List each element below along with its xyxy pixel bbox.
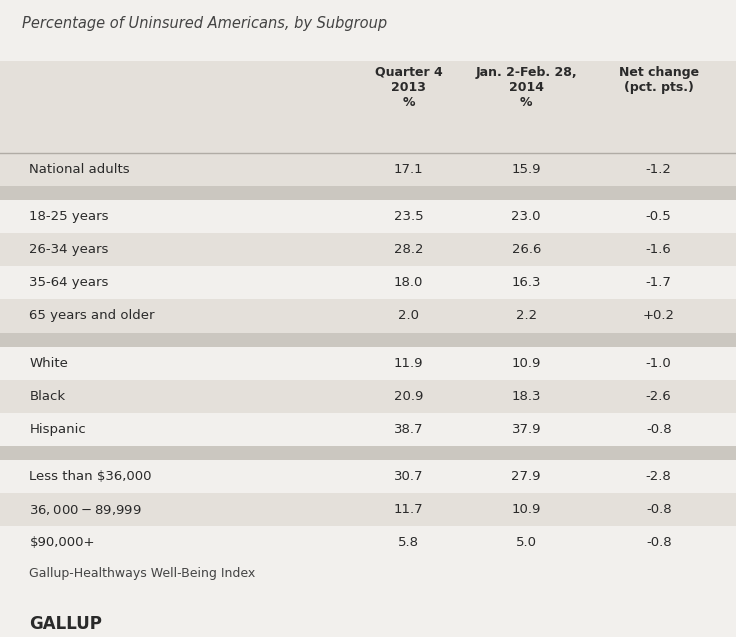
Bar [0,333,736,347]
Text: Black: Black [29,390,66,403]
Bar [0,446,736,460]
Bar [0,186,736,200]
Text: 2.0: 2.0 [398,310,419,322]
Text: 23.0: 23.0 [512,210,541,223]
Bar [0,61,736,153]
Text: $90,000+: $90,000+ [29,536,95,549]
Text: 16.3: 16.3 [512,276,541,289]
Text: 18.3: 18.3 [512,390,541,403]
Text: 11.9: 11.9 [394,357,423,369]
Bar [0,460,736,493]
Text: GALLUP: GALLUP [29,615,102,633]
Text: 2.2: 2.2 [516,310,537,322]
Bar [0,266,736,299]
Text: 17.1: 17.1 [394,163,423,176]
Text: -0.5: -0.5 [646,210,671,223]
Text: -2.6: -2.6 [646,390,671,403]
Text: 37.9: 37.9 [512,423,541,436]
Text: -1.7: -1.7 [645,276,672,289]
Bar [0,413,736,446]
Text: 27.9: 27.9 [512,470,541,483]
Text: +0.2: +0.2 [643,310,675,322]
Text: 10.9: 10.9 [512,357,541,369]
Text: Quarter 4
2013
%: Quarter 4 2013 % [375,66,442,109]
Text: -0.8: -0.8 [646,423,671,436]
Text: 30.7: 30.7 [394,470,423,483]
Bar [0,200,736,233]
Text: 65 years and older: 65 years and older [29,310,155,322]
Text: $36,000-$89,999: $36,000-$89,999 [29,503,142,517]
Text: Percentage of Uninsured Americans, by Subgroup: Percentage of Uninsured Americans, by Su… [22,16,387,31]
Text: Less than $36,000: Less than $36,000 [29,470,152,483]
Text: -0.8: -0.8 [646,536,671,549]
Text: -0.8: -0.8 [646,503,671,516]
Text: 5.0: 5.0 [516,536,537,549]
Text: 11.7: 11.7 [394,503,423,516]
Text: -1.0: -1.0 [646,357,671,369]
Text: 5.8: 5.8 [398,536,419,549]
Text: -1.2: -1.2 [645,163,672,176]
Text: 20.9: 20.9 [394,390,423,403]
Text: 10.9: 10.9 [512,503,541,516]
Text: Gallup-Healthways Well-Being Index: Gallup-Healthways Well-Being Index [29,567,255,580]
Text: 28.2: 28.2 [394,243,423,256]
Text: Jan. 2-Feb. 28,
2014
%: Jan. 2-Feb. 28, 2014 % [475,66,577,109]
Bar [0,153,736,186]
Text: 23.5: 23.5 [394,210,423,223]
Bar [0,380,736,413]
Text: White: White [29,357,68,369]
Text: 26-34 years: 26-34 years [29,243,109,256]
Text: National adults: National adults [29,163,130,176]
Bar [0,347,736,380]
Bar [0,299,736,333]
Text: -1.6: -1.6 [646,243,671,256]
Text: 35-64 years: 35-64 years [29,276,109,289]
Bar [0,233,736,266]
Text: -2.8: -2.8 [646,470,671,483]
Text: Hispanic: Hispanic [29,423,86,436]
Text: 38.7: 38.7 [394,423,423,436]
Text: 18-25 years: 18-25 years [29,210,109,223]
Text: 18.0: 18.0 [394,276,423,289]
Text: 26.6: 26.6 [512,243,541,256]
Bar [0,493,736,526]
Text: Net change
(pct. pts.): Net change (pct. pts.) [619,66,698,94]
Text: 15.9: 15.9 [512,163,541,176]
Bar [0,526,736,559]
